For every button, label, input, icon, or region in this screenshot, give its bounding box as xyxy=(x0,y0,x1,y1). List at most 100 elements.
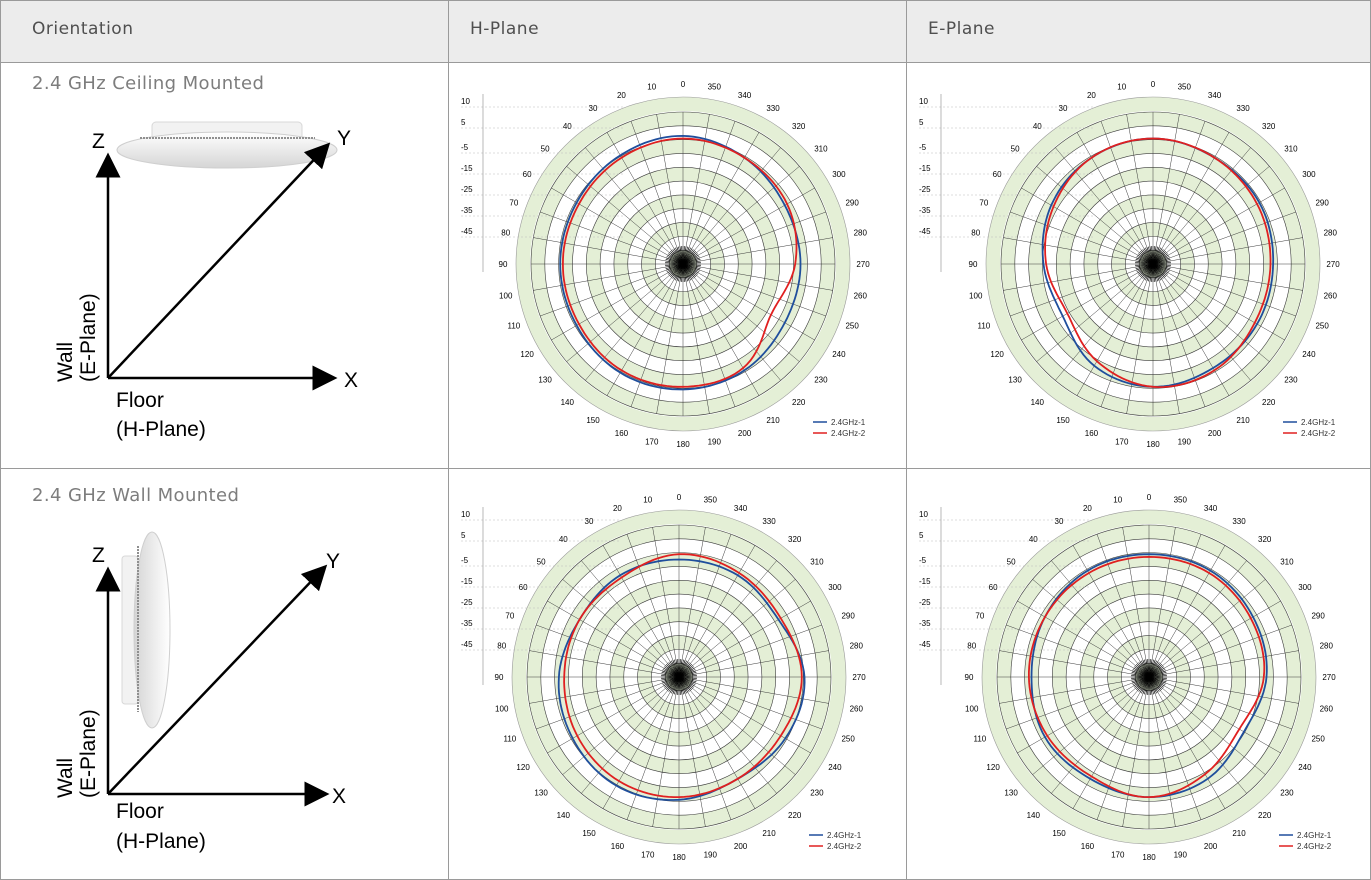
angle-tick-label: 260 xyxy=(1324,291,1338,300)
angle-tick-label: 230 xyxy=(1280,789,1294,798)
angle-tick-label: 180 xyxy=(1146,440,1160,449)
legend-label: 2.4GHz-2 xyxy=(831,429,866,438)
r-tick-label: -35 xyxy=(919,206,931,215)
angle-tick-label: 110 xyxy=(507,322,520,331)
angle-tick-label: 160 xyxy=(611,842,625,851)
angle-tick-label: 340 xyxy=(1208,91,1222,100)
series-line-2 xyxy=(563,553,803,799)
angle-tick-label: 280 xyxy=(854,229,868,238)
angle-tick-label: 70 xyxy=(975,611,984,620)
row-label-wall: 2.4 GHz Wall Mounted xyxy=(32,485,240,506)
border-header xyxy=(0,62,1371,63)
angle-tick-label: 100 xyxy=(969,291,983,300)
angle-tick-label: 100 xyxy=(495,704,509,713)
angle-tick-label: 270 xyxy=(1322,673,1336,682)
angle-tick-label: 140 xyxy=(561,398,575,407)
wall-orientation-diagram: Z Y X Wall (E-Plane) Floor (H-Plane) xyxy=(54,531,346,853)
polar-chart-wall-e-plane: 0 10 20 30 40 50 60 70 80 90 100 110 120 130 140 150 160… xyxy=(919,493,1336,862)
angle-tick-label: 90 xyxy=(495,673,504,682)
legend-label: 2.4GHz-2 xyxy=(1297,842,1332,851)
legend-label: 2.4GHz-1 xyxy=(1301,418,1336,427)
axis-x-label: X xyxy=(344,369,358,392)
angle-tick-label: 280 xyxy=(1320,642,1334,651)
angle-tick-label: 350 xyxy=(1174,496,1188,505)
angle-tick-label: 10 xyxy=(1117,83,1126,92)
angle-tick-label: 90 xyxy=(969,260,978,269)
angle-tick-label: 150 xyxy=(1052,829,1066,838)
angle-tick-label: 30 xyxy=(1059,104,1068,113)
angle-tick-label: 330 xyxy=(1236,104,1250,113)
angle-tick-label: 170 xyxy=(1115,437,1129,446)
r-tick-label: 5 xyxy=(461,118,466,127)
angle-tick-label: 50 xyxy=(1011,144,1020,153)
angle-tick-label: 320 xyxy=(788,535,802,544)
angle-tick-label: 40 xyxy=(1033,122,1042,131)
angle-tick-label: 330 xyxy=(762,517,776,526)
angle-tick-label: 290 xyxy=(1315,198,1329,207)
angle-tick-label: 60 xyxy=(989,583,998,592)
angle-tick-label: 90 xyxy=(965,673,974,682)
angle-tick-label: 310 xyxy=(1284,144,1298,153)
r-tick-label: -35 xyxy=(461,206,473,215)
border-col1 xyxy=(448,0,449,880)
angle-tick-label: 150 xyxy=(582,829,596,838)
floor-label: Floor xyxy=(116,800,164,823)
angle-tick-label: 330 xyxy=(766,104,780,113)
angle-tick-label: 270 xyxy=(856,260,870,269)
angle-tick-label: 190 xyxy=(1174,850,1188,859)
wall-label: Wall xyxy=(54,758,77,798)
angle-tick-label: 130 xyxy=(1004,789,1018,798)
angle-tick-label: 210 xyxy=(1236,416,1250,425)
angle-tick-label: 290 xyxy=(841,611,855,620)
angle-tick-label: 220 xyxy=(792,398,806,407)
series-line-2 xyxy=(561,137,798,388)
table-header xyxy=(0,0,1371,62)
angle-tick-label: 160 xyxy=(1081,842,1095,851)
angle-tick-label: 250 xyxy=(845,322,859,331)
angle-tick-label: 340 xyxy=(1204,504,1218,513)
angle-tick-label: 200 xyxy=(1208,429,1222,438)
axis-x-label: X xyxy=(332,785,346,808)
wall-access-point-icon xyxy=(121,531,171,729)
angle-tick-label: 260 xyxy=(854,291,868,300)
angle-tick-label: 290 xyxy=(1311,611,1325,620)
angle-tick-label: 180 xyxy=(1142,853,1156,862)
border-top xyxy=(0,0,1371,1)
legend-label: 2.4GHz-2 xyxy=(827,842,862,851)
angle-tick-label: 350 xyxy=(704,496,718,505)
r-tick-label: -25 xyxy=(461,598,473,607)
legend-label: 2.4GHz-1 xyxy=(827,831,862,840)
angle-tick-label: 20 xyxy=(617,91,626,100)
angle-tick-label: 270 xyxy=(1326,260,1340,269)
r-tick-label: -25 xyxy=(919,598,931,607)
r-tick-label: -45 xyxy=(919,227,931,236)
r-tick-label: -15 xyxy=(461,164,473,173)
wall-plane-label: (E-Plane) xyxy=(77,709,100,798)
angle-tick-label: 120 xyxy=(516,763,530,772)
angle-tick-label: 240 xyxy=(828,763,842,772)
angle-tick-label: 50 xyxy=(1007,557,1016,566)
angle-tick-label: 100 xyxy=(499,291,513,300)
border-row xyxy=(0,468,1371,469)
r-tick-label: -25 xyxy=(919,185,931,194)
angle-tick-label: 280 xyxy=(1324,229,1338,238)
angle-tick-label: 240 xyxy=(832,350,846,359)
ceiling-orientation-diagram: Z Y X Wall (E-Plane) Floor (H-Plane) xyxy=(54,121,358,441)
r-tick-label: -45 xyxy=(461,227,473,236)
angle-tick-label: 30 xyxy=(589,104,598,113)
angle-tick-label: 210 xyxy=(766,416,780,425)
r-tick-label: 10 xyxy=(919,97,928,106)
floor-plane-label: (H-Plane) xyxy=(116,830,206,853)
angle-tick-label: 340 xyxy=(734,504,748,513)
angle-tick-label: 40 xyxy=(1029,535,1038,544)
angle-tick-label: 100 xyxy=(965,704,979,713)
wall-label: Wall xyxy=(54,342,77,382)
angle-tick-label: 350 xyxy=(1178,83,1192,92)
angle-tick-label: 140 xyxy=(1027,811,1041,820)
series-line-1 xyxy=(559,134,802,391)
angle-tick-label: 60 xyxy=(519,583,528,592)
angle-tick-label: 20 xyxy=(1083,504,1092,513)
header-orientation: Orientation xyxy=(32,19,134,39)
angle-tick-label: 80 xyxy=(497,642,506,651)
angle-tick-label: 230 xyxy=(1284,376,1298,385)
